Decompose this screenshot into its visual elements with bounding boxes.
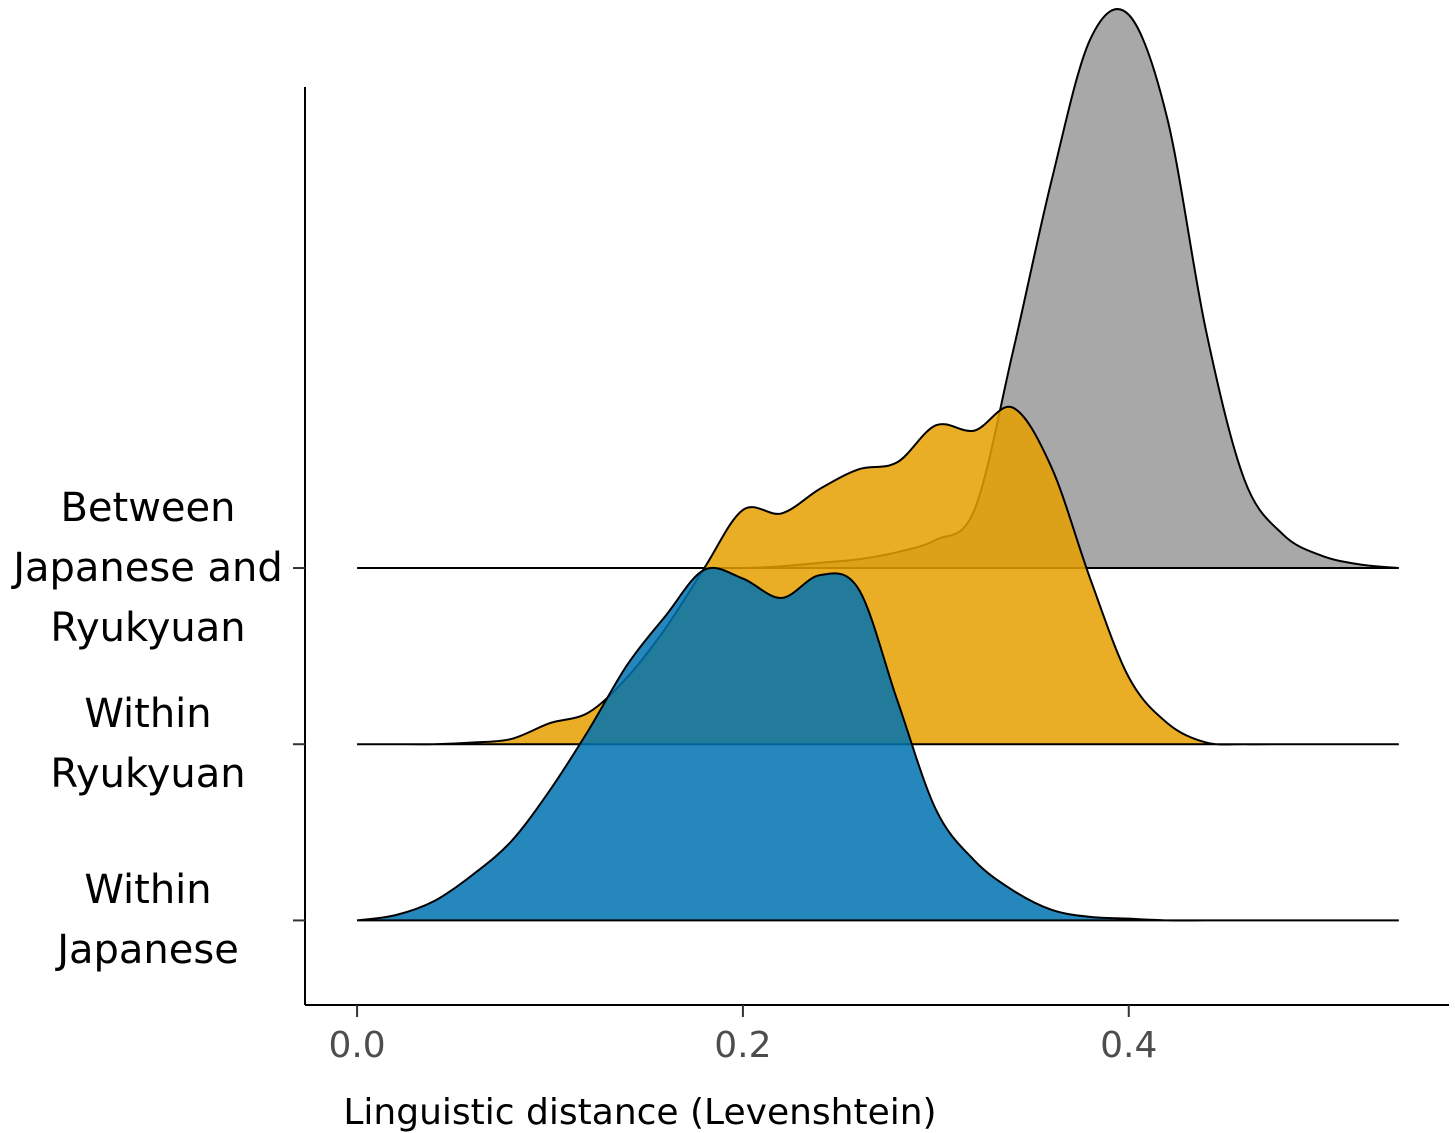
x-tick-label: 0.0 (328, 1025, 385, 1066)
ridge-area (357, 405, 1399, 746)
x-tick-label: 0.2 (714, 1025, 771, 1066)
y-tick-label: Between Japanese and Ryukyuan (13, 485, 283, 652)
ridge-area (356, 566, 1399, 922)
y-tick-label: Within Japanese (57, 867, 239, 974)
x-axis-title: Linguistic distance (Levenshtein) (343, 1092, 936, 1133)
x-tick-label: 0.4 (1100, 1025, 1157, 1066)
y-tick-label: Within Ryukyuan (50, 691, 246, 798)
